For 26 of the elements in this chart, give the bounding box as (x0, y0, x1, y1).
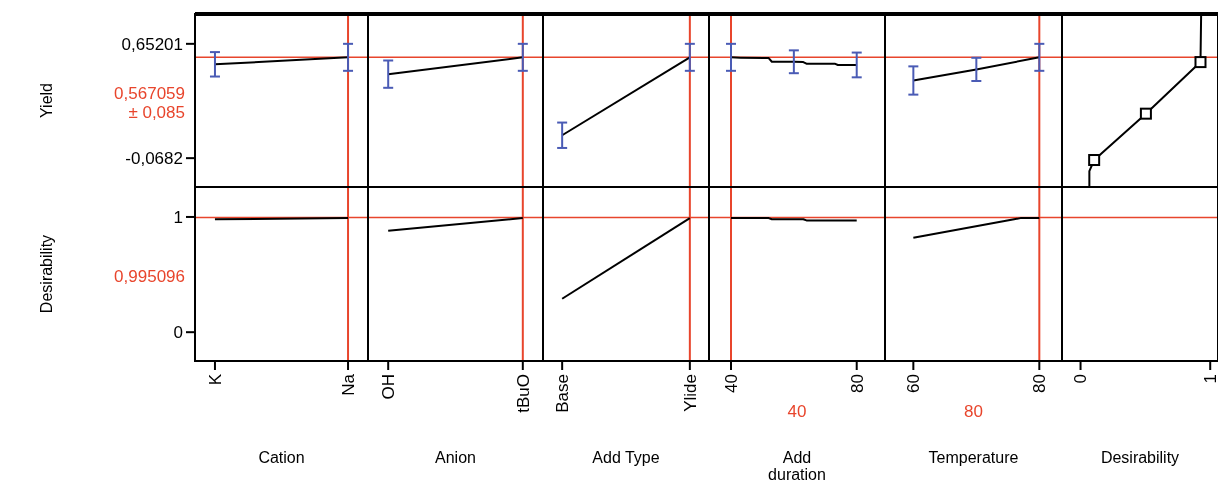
x-tick-label: OH (379, 374, 399, 400)
x-tick-label: K (205, 373, 225, 386)
x-tick-label: 40 (721, 374, 741, 393)
x-tick-label: 60 (904, 374, 924, 393)
y-tick-label: 0 (173, 323, 183, 343)
ref-line-label: 0,567059 ± 0,085 (114, 84, 185, 122)
x-tick-label: 0 (1071, 374, 1091, 384)
x-tick-label: 80 (1030, 374, 1050, 393)
x-tick-label: Base (553, 374, 573, 413)
x-tick-label: 1 (1201, 374, 1218, 384)
x-axis-title: Add Type (592, 449, 660, 466)
x-axis-title: Add duration (768, 449, 826, 483)
y-axis-title: Desirability (38, 234, 55, 314)
x-tick-label: Ylide (680, 374, 700, 412)
x-tick-label: tBuO (513, 374, 533, 413)
ref-line-label: 0,995096 (114, 267, 185, 286)
x-axis-title: Anion (435, 449, 476, 466)
y-tick-label: 0,65201 (121, 34, 183, 54)
x-axis-title: Desirability (1100, 449, 1180, 466)
x-axis-title: Cation (258, 449, 305, 466)
x-axis-title: Temperature (928, 449, 1019, 466)
y-axis-title: Yield (38, 83, 55, 118)
x-tick-label: Na (338, 373, 358, 396)
y-tick-label: 1 (173, 207, 183, 227)
x-tick-label: 80 (847, 374, 867, 393)
y-tick-label: -0,0682 (125, 149, 183, 169)
